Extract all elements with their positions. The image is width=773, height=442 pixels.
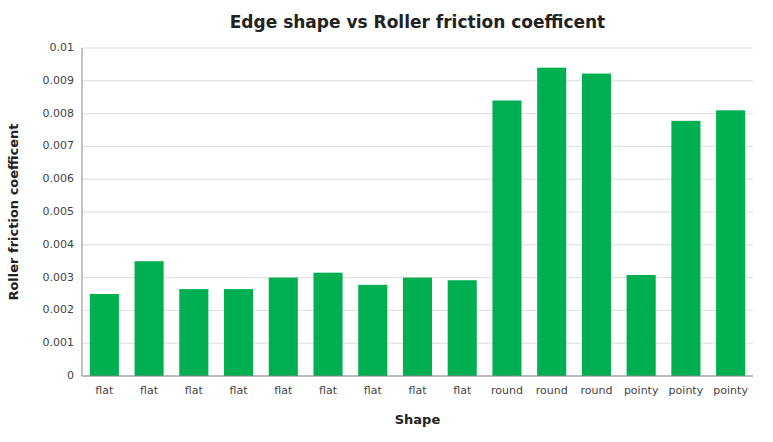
y-tick-label: 0.008 (43, 107, 75, 120)
y-tick-label: 0.006 (43, 172, 75, 185)
bar (179, 289, 208, 376)
x-tick-label: flat (185, 384, 204, 397)
x-axis-line (82, 376, 753, 377)
y-tick-label: 0.01 (50, 41, 75, 54)
x-tick-label: round (580, 384, 612, 397)
chart-svg: 0 0.001 0.002 0.003 0.004 0.005 0.006 0.007 0.00… (0, 0, 773, 442)
x-tick-label: flat (274, 384, 293, 397)
y-tick-label: 0.004 (43, 238, 75, 251)
bar (492, 100, 521, 376)
bar (403, 278, 432, 376)
x-tick-label: flat (140, 384, 159, 397)
y-tick-label: 0.001 (43, 336, 75, 349)
x-tick-label: flat (364, 384, 383, 397)
y-axis-line (82, 48, 83, 376)
grid-line (82, 113, 753, 114)
bar (313, 273, 342, 376)
bar (537, 68, 566, 376)
x-tick-label: flat (319, 384, 338, 397)
grid-line (82, 48, 753, 49)
x-tick-label: pointy (713, 384, 748, 397)
x-tick-label: round (491, 384, 523, 397)
bar (224, 289, 253, 376)
y-tick-label: 0.007 (43, 139, 75, 152)
grid-line (82, 146, 753, 147)
y-axis-title: Roller friction coefficent (6, 123, 21, 300)
bar (716, 110, 745, 376)
bar (627, 275, 656, 376)
title: Edge shape vs Roller friction coefficent (230, 12, 606, 32)
grid-line (82, 80, 753, 81)
bar (448, 280, 477, 376)
bar (582, 74, 611, 376)
bar (135, 261, 164, 376)
bar (269, 278, 298, 376)
y-tick-label: 0 (67, 369, 74, 382)
bar (90, 294, 119, 376)
grid-line (82, 244, 753, 245)
x-tick-label: round (536, 384, 568, 397)
y-tick-label: 0.005 (43, 205, 75, 218)
y-tick-label: 0.009 (43, 74, 75, 87)
y-axis: 0 0.001 0.002 0.003 0.004 0.005 0.006 0.007 0.00… (43, 41, 75, 382)
bar (358, 285, 387, 376)
x-tick-label: flat (453, 384, 472, 397)
bars (90, 68, 745, 376)
y-grid (82, 48, 753, 376)
bar (671, 121, 700, 376)
x-axis: flat flat flat flat flat flat flat flat flat roun… (95, 384, 748, 397)
x-tick-label: flat (409, 384, 428, 397)
x-tick-label: pointy (624, 384, 659, 397)
grid-line (82, 212, 753, 213)
grid-line (82, 376, 753, 377)
y-tick-label: 0.002 (43, 303, 75, 316)
y-tick-label: 0.003 (43, 271, 75, 284)
x-tick-label: flat (230, 384, 249, 397)
chart-container: 0 0.001 0.002 0.003 0.004 0.005 0.006 0.007 0.00… (0, 0, 773, 442)
x-tick-label: pointy (669, 384, 704, 397)
x-tick-label: flat (95, 384, 114, 397)
grid-line (82, 179, 753, 180)
x-axis-title: Shape (395, 412, 441, 427)
